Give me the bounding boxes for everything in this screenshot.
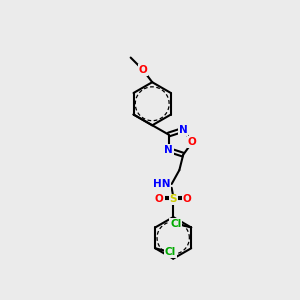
Text: Cl: Cl (170, 219, 182, 229)
Text: HN: HN (153, 179, 170, 189)
Text: O: O (183, 194, 191, 204)
Text: S: S (169, 194, 177, 204)
Text: N: N (179, 125, 188, 135)
Text: O: O (155, 194, 164, 204)
Text: N: N (164, 145, 173, 155)
Text: Cl: Cl (165, 247, 176, 257)
Text: O: O (188, 137, 197, 147)
Text: O: O (139, 65, 147, 75)
